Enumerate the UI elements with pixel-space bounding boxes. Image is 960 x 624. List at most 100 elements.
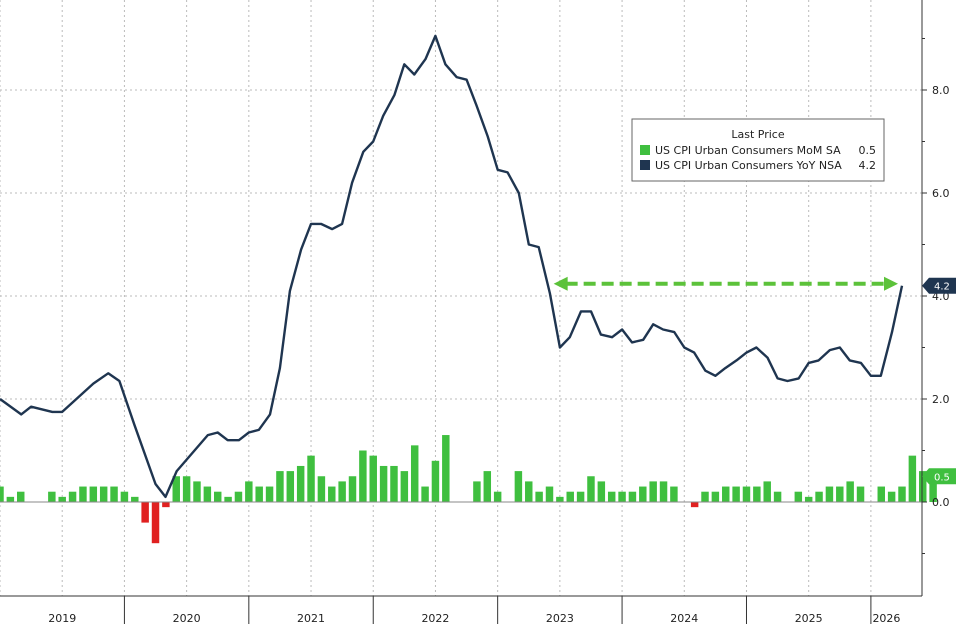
- mom-bar: [898, 486, 906, 502]
- mom-bar: [410, 445, 419, 502]
- mom-bar: [794, 491, 803, 502]
- mom-bar: [400, 471, 409, 502]
- mom-bar: [390, 465, 398, 502]
- mom-bar: [369, 455, 377, 502]
- mom-bar: [919, 471, 927, 502]
- mom-bar: [68, 491, 77, 502]
- mom-bar: [307, 455, 315, 502]
- mom-bar: [296, 465, 305, 502]
- x-tick-label: 2019: [48, 612, 76, 624]
- mom-bar: [431, 460, 440, 502]
- mom-bar: [836, 486, 844, 502]
- mom-bar: [131, 496, 139, 502]
- mom-bar: [172, 476, 180, 502]
- mom-bar: [659, 481, 668, 502]
- mom-bar: [566, 491, 574, 502]
- mom-bar: [0, 486, 4, 502]
- mom-bar: [79, 486, 87, 502]
- mom-bar: [141, 502, 149, 523]
- mom-bar: [701, 491, 709, 502]
- mom-bar: [182, 476, 191, 502]
- mom-bar: [856, 486, 865, 502]
- mom-bar: [804, 496, 813, 502]
- mom-bar: [213, 491, 222, 502]
- mom-bar: [89, 486, 98, 502]
- mom-bar: [17, 491, 25, 502]
- mom-bar: [639, 486, 647, 502]
- mom-bar: [110, 486, 118, 502]
- legend-label-yoy: US CPI Urban Consumers YoY NSA: [655, 159, 842, 172]
- mom-bar: [535, 491, 543, 502]
- mom-bar: [908, 455, 917, 502]
- mom-bar: [348, 476, 357, 502]
- yoy-line: [0, 34, 904, 499]
- mom-bar: [493, 491, 502, 502]
- yoy-last-price-badge-value: 4.2: [934, 282, 950, 293]
- mom-bar: [276, 471, 284, 502]
- yoy-line-group: [0, 34, 904, 499]
- y-tick-label: 0.0: [932, 496, 950, 509]
- mom-bar: [556, 496, 564, 502]
- mom-bar: [607, 491, 616, 502]
- mom-bar: [58, 496, 66, 502]
- mom-bar: [193, 481, 201, 502]
- mom-bar: [442, 435, 450, 502]
- legend-title: Last Price: [731, 128, 784, 141]
- y-tick-label: 2.0: [932, 393, 950, 406]
- x-tick-label: 2026: [872, 612, 900, 624]
- mom-bar: [317, 476, 326, 502]
- mom-bar: [722, 486, 730, 502]
- mom-bar: [815, 491, 823, 502]
- x-tick-label: 2025: [795, 612, 823, 624]
- mom-bar: [473, 481, 481, 502]
- mom-bar: [514, 471, 523, 502]
- mom-bar: [162, 502, 170, 508]
- mom-bar: [48, 491, 56, 502]
- mom-bar: [265, 486, 274, 502]
- mom-bar: [732, 486, 740, 502]
- mom-bar: [328, 486, 336, 502]
- mom-bar: [929, 476, 937, 502]
- mom-bar: [877, 486, 885, 502]
- mom-bar: [203, 486, 212, 502]
- legend-value-yoy: 4.2: [859, 159, 877, 172]
- mom-bar: [597, 481, 606, 502]
- x-tick-label: 2023: [546, 612, 574, 624]
- mom-bar: [224, 496, 232, 502]
- mom-bar: [618, 491, 626, 502]
- last-price-badges: 0.5 4.2: [922, 277, 956, 485]
- mom-bar: [628, 491, 637, 502]
- mom-bar: [773, 491, 782, 502]
- mom-last-price-badge-value: 0.5: [934, 472, 950, 483]
- mom-bar: [525, 481, 533, 502]
- mom-bar: [576, 491, 585, 502]
- legend-box: [631, 118, 885, 182]
- legend-swatch-mom: [640, 145, 650, 155]
- mom-bar: [359, 450, 367, 502]
- mom-bar: [545, 486, 554, 502]
- arrow-head-right: [884, 276, 898, 291]
- mom-bar: [99, 486, 108, 502]
- mom-bar: [379, 465, 388, 502]
- mom-bar: [120, 491, 129, 502]
- arrow-annotation: [553, 276, 898, 291]
- mom-bars: [0, 435, 937, 544]
- mom-bar: [763, 481, 771, 502]
- x-tick-label: 2021: [297, 612, 325, 624]
- mom-last-price-badge: [922, 468, 956, 485]
- mom-bar: [245, 481, 253, 502]
- grid: [0, 0, 922, 596]
- yoy-last-price-badge: [922, 277, 956, 294]
- mom-bar: [234, 491, 243, 502]
- x-tick-label: 2022: [421, 612, 449, 624]
- mom-bar: [6, 496, 15, 502]
- mom-bar: [286, 471, 295, 502]
- y-tick-label: 6.0: [932, 187, 950, 200]
- x-tick-label: 2024: [670, 612, 698, 624]
- mom-bar: [587, 476, 595, 502]
- mom-bar: [649, 481, 657, 502]
- mom-bar: [887, 491, 896, 502]
- mom-bar: [711, 491, 720, 502]
